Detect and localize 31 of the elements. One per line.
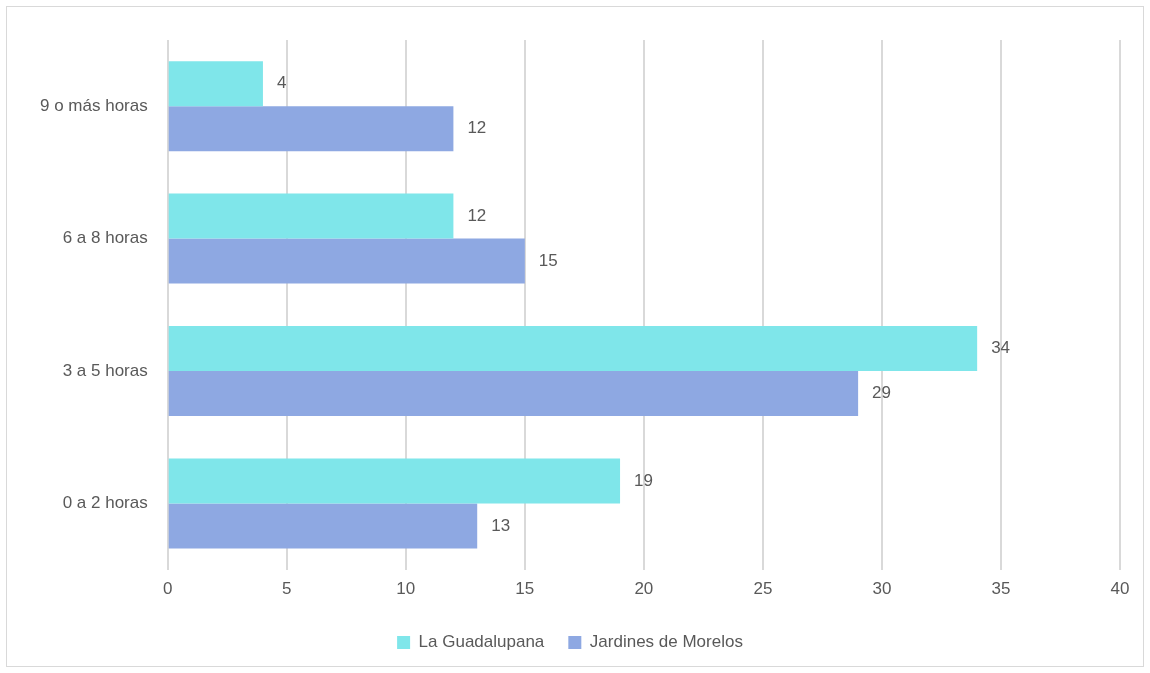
- x-tick-label: 15: [515, 579, 535, 599]
- bar: [168, 61, 263, 107]
- x-tick-label: 35: [991, 579, 1011, 599]
- y-tick-label: 3 a 5 horas: [62, 360, 148, 380]
- data-label: 12: [467, 205, 487, 225]
- bar: [168, 458, 621, 504]
- x-tick-label: 40: [1110, 579, 1130, 599]
- legend-label: Jardines de Morelos: [589, 632, 743, 652]
- bar: [168, 193, 454, 239]
- x-tick-label: 30: [872, 579, 892, 599]
- data-label: 13: [491, 515, 511, 535]
- data-label: 34: [991, 338, 1011, 358]
- bar: [168, 238, 525, 284]
- data-label: 19: [634, 470, 653, 490]
- data-label: 29: [872, 383, 892, 403]
- y-tick-label: 0 a 2 horas: [62, 493, 148, 513]
- bar: [168, 503, 478, 549]
- y-tick-label: 6 a 8 horas: [62, 228, 148, 248]
- x-tick-label: 20: [634, 579, 654, 599]
- y-tick-label: 9 o más horas: [39, 95, 148, 115]
- x-tick-label: 10: [396, 579, 416, 599]
- x-tick-label: 5: [282, 579, 292, 599]
- legend-label: La Guadalupana: [418, 632, 545, 652]
- x-tick-label: 0: [162, 579, 173, 599]
- data-label: 12: [467, 118, 487, 138]
- x-tick-label: 25: [753, 579, 773, 599]
- data-label: 15: [538, 250, 558, 270]
- bar: [168, 371, 859, 417]
- bar: [168, 325, 978, 371]
- data-label: 4: [276, 73, 287, 93]
- bar: [168, 106, 454, 152]
